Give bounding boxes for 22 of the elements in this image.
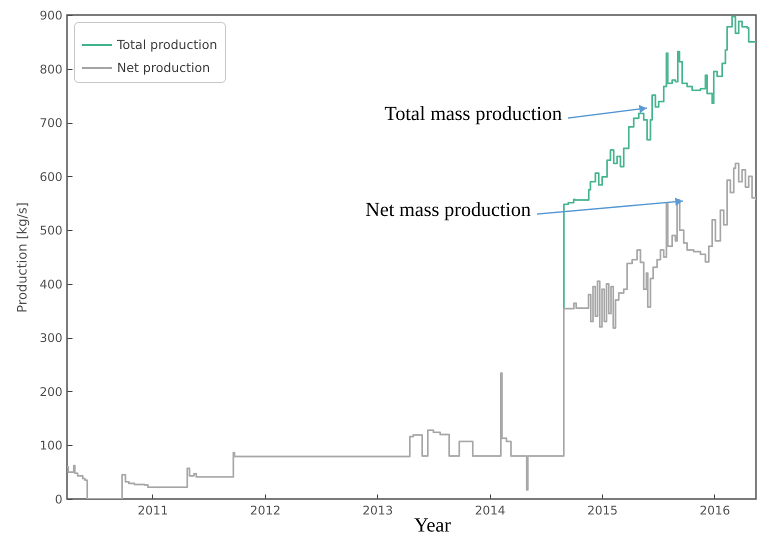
y-tick-label: 400 bbox=[40, 277, 62, 292]
legend-label: Total production bbox=[116, 37, 218, 52]
x-tick-label: 2016 bbox=[700, 504, 730, 518]
y-tick-label: 800 bbox=[40, 62, 62, 76]
x-tick-label: 2015 bbox=[587, 504, 618, 518]
y-tick-label: 100 bbox=[40, 438, 62, 453]
x-tick-label: 2013 bbox=[362, 504, 393, 518]
y-tick-label: 900 bbox=[40, 8, 62, 22]
y-tick-label: 200 bbox=[40, 384, 62, 399]
annotation: Net mass production bbox=[365, 199, 531, 222]
y-tick-label: 0 bbox=[54, 492, 62, 506]
x-axis-title: Year bbox=[414, 514, 452, 536]
x-tick-label: 2011 bbox=[138, 504, 168, 518]
legend-label: Net production bbox=[117, 60, 210, 75]
y-tick-label: 500 bbox=[40, 224, 62, 238]
annotation: Total mass production bbox=[384, 103, 562, 126]
y-tick-label: 600 bbox=[40, 170, 62, 184]
y-tick-label: 300 bbox=[40, 331, 62, 346]
x-tick-label: 2012 bbox=[250, 504, 281, 518]
y-tick-label: 700 bbox=[40, 116, 62, 130]
x-tick-label: 2014 bbox=[474, 504, 506, 518]
y-axis-title: Production [kg/s] bbox=[16, 202, 30, 313]
